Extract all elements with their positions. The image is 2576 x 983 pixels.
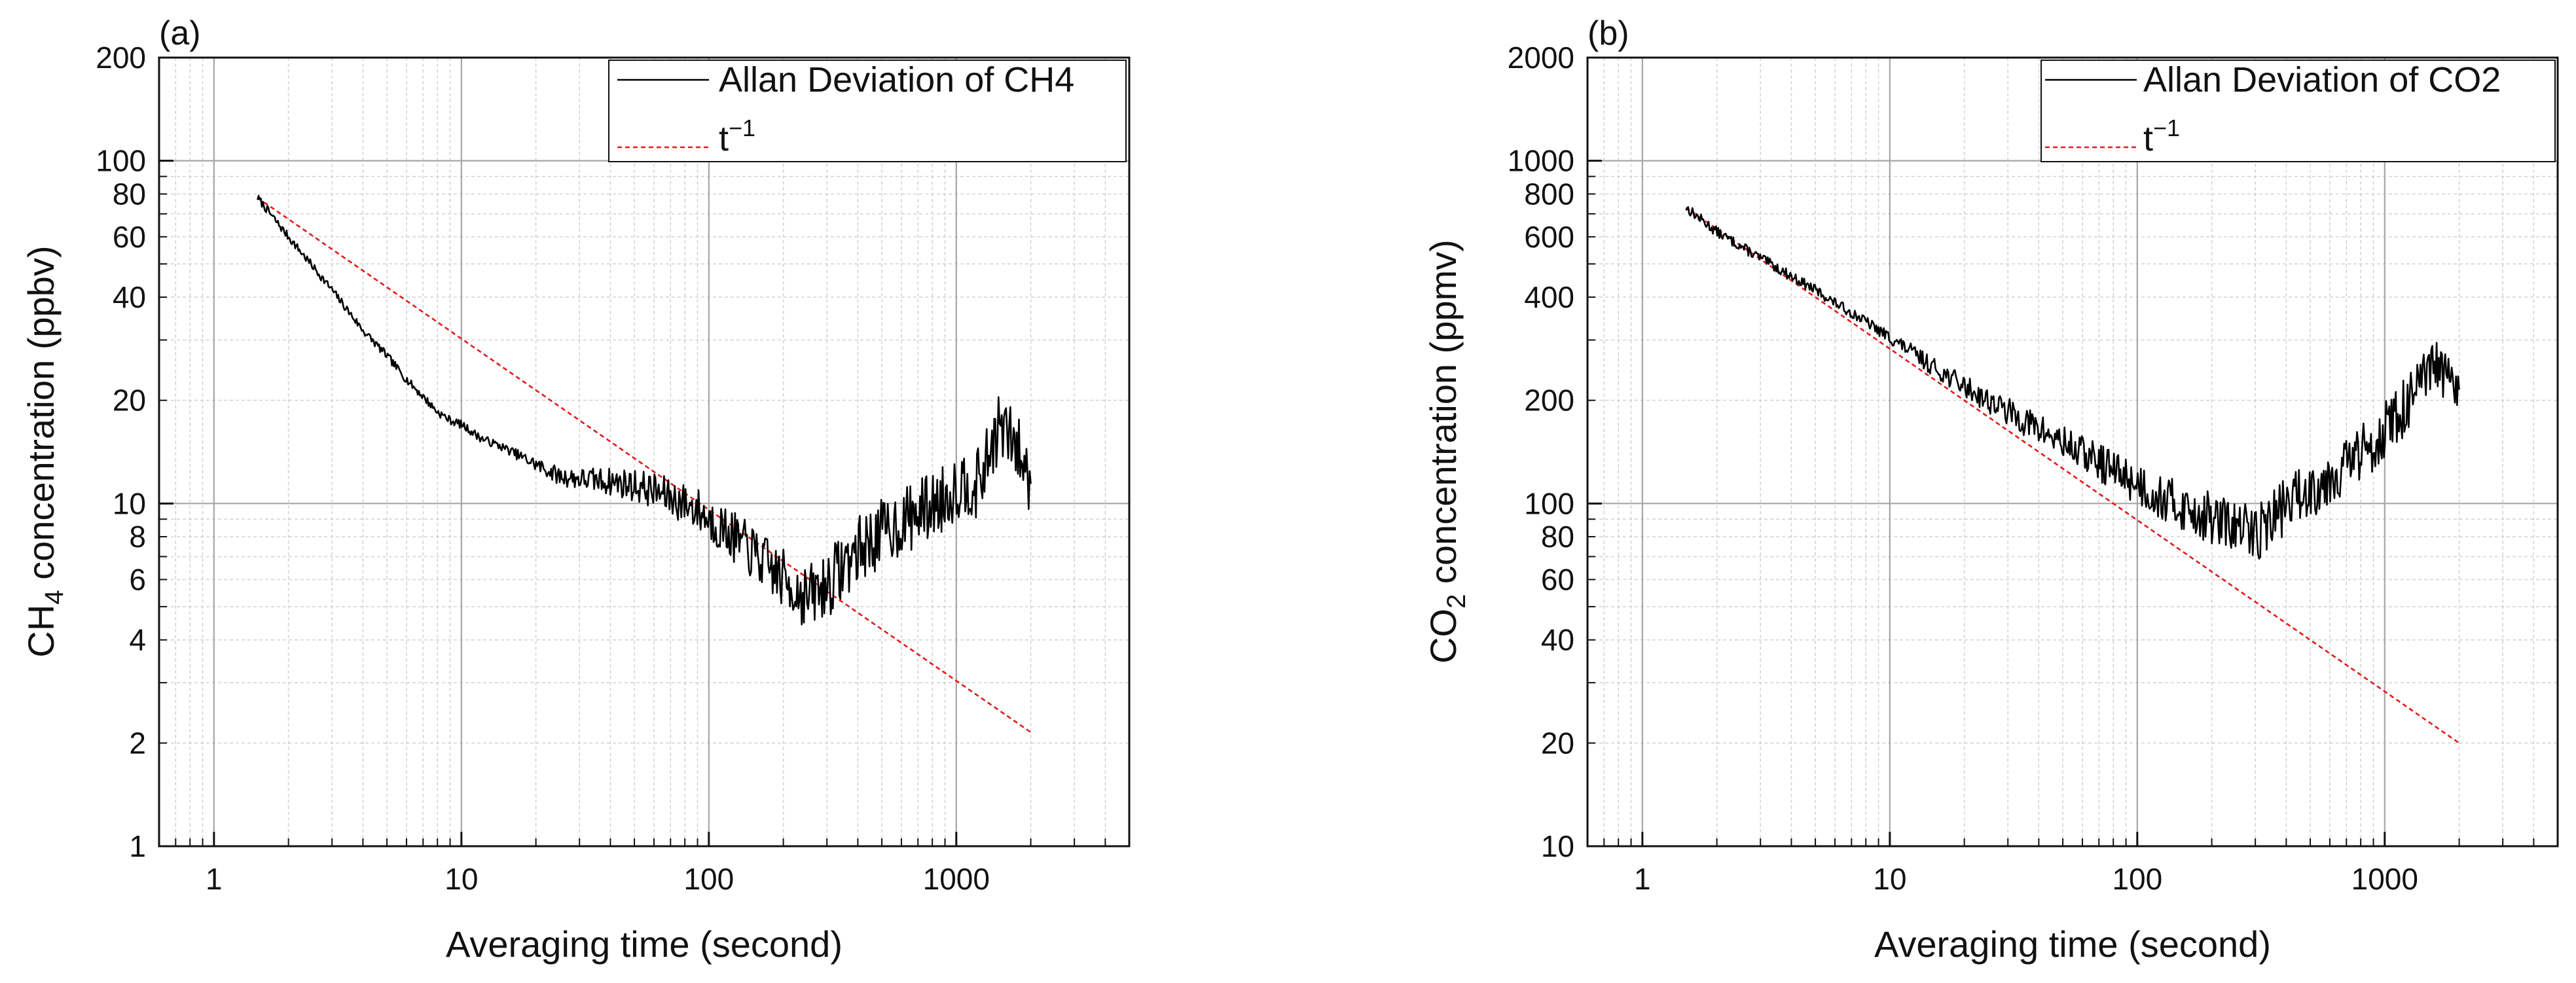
y-tick-label: 80 xyxy=(1541,520,1574,554)
y-tick-label: 10 xyxy=(113,486,146,520)
y-tick-label: 20 xyxy=(113,384,146,418)
y-tick-label: 800 xyxy=(1524,177,1574,211)
y-tick-label: 40 xyxy=(113,280,146,314)
chart-b-svg: 1 10 100 1000102040608010020040060080010002… xyxy=(1423,14,2559,965)
data-line xyxy=(1685,206,2460,560)
data-line xyxy=(257,194,1032,626)
allan-deviation-line xyxy=(1685,206,2460,560)
y-axis-title-rest: concentration (ppmv) xyxy=(1423,240,1464,594)
y-tick-label: 4 xyxy=(129,623,146,657)
legend-label-fit-exp: −1 xyxy=(729,115,755,141)
x-axis-title: Averaging time (second) xyxy=(446,923,843,965)
x-axis-title: Averaging time (second) xyxy=(1874,923,2271,965)
y-tick-label: 80 xyxy=(113,177,146,211)
x-tick-label: 100 xyxy=(683,862,734,896)
x-tick-label: 1000 xyxy=(923,862,990,896)
y-axis-title-sub: 4 xyxy=(40,590,69,604)
x-tick-label: 10 xyxy=(1873,862,1906,896)
y-tick-label: 200 xyxy=(96,41,146,75)
panel-label: (a) xyxy=(159,14,201,52)
y-tick-label: 10 xyxy=(1541,829,1574,863)
y-tick-label: 60 xyxy=(1541,562,1574,596)
y-tick-label: 2000 xyxy=(1508,41,1574,75)
y-tick-label: 40 xyxy=(1541,623,1574,657)
y-tick-label: 1 xyxy=(129,829,146,863)
chart-panel-b: 1 10 100 1000 10 20 40 60 80 100 200 400 600 800 1000 2… xyxy=(1288,0,2576,983)
y-axis-title: CO2 concentration (ppmv) xyxy=(1423,240,1471,664)
legend-box xyxy=(2041,60,2556,162)
allan-deviation-line xyxy=(257,194,1032,626)
legend-label-fit-exp: −1 xyxy=(2153,115,2180,141)
plot-frame xyxy=(158,56,1131,848)
x-tick-label: 1 xyxy=(206,862,223,896)
y-axis-title-main: CH xyxy=(20,605,62,658)
plot-frame xyxy=(1586,56,2559,848)
y-tick-label: 100 xyxy=(1524,486,1574,520)
y-tick-label: 6 xyxy=(129,562,146,596)
legend: Allan Deviation of CO2 t−1 xyxy=(2041,60,2556,162)
grid xyxy=(1587,58,2558,848)
y-tick-label: 200 xyxy=(1524,384,1574,418)
y-tick-label: 2 xyxy=(129,726,146,760)
y-tick-label: 1000 xyxy=(1508,144,1574,178)
legend-box xyxy=(608,60,1127,162)
legend-label-fit-base: t xyxy=(719,119,729,158)
chart-panel-a: 1 10 100 1000 1 2 4 6 8 10 20 40 60 80 100 200 (a) Alla… xyxy=(20,14,1131,965)
axis-ticks: 1 10 100 1000102040608010020040060080010002… xyxy=(1508,41,2535,896)
fit-line-t-inverse xyxy=(1685,207,2460,744)
legend-label-fit: t−1 xyxy=(2143,115,2180,158)
y-axis-title-rest: concentration (ppbv) xyxy=(20,245,62,590)
y-tick-label: 60 xyxy=(113,220,146,254)
fit-line-t-inverse xyxy=(257,197,1032,733)
x-tick-label: 1 xyxy=(1634,862,1651,896)
legend-label-ch4: Allan Deviation of CH4 xyxy=(719,60,1074,99)
x-tick-label: 100 xyxy=(2112,862,2162,896)
y-axis-title-sub: 2 xyxy=(1442,594,1471,609)
dashed-fit-line xyxy=(257,197,1032,733)
y-tick-label: 100 xyxy=(96,144,146,178)
y-tick-label: 600 xyxy=(1524,220,1574,254)
y-tick-label: 8 xyxy=(129,520,146,554)
legend-label-fit: t−1 xyxy=(719,115,755,158)
legend-label-fit-base: t xyxy=(2143,119,2153,158)
x-tick-label: 10 xyxy=(444,862,478,896)
legend: Allan Deviation of CH4 t−1 xyxy=(608,60,1127,162)
y-tick-label: 20 xyxy=(1541,726,1574,760)
grid xyxy=(158,58,1129,848)
legend-label-co2: Allan Deviation of CO2 xyxy=(2143,60,2501,99)
panel-label: (b) xyxy=(1587,14,1629,52)
x-tick-label: 1000 xyxy=(2351,862,2418,896)
y-axis-title: CH4 concentration (ppbv) xyxy=(20,245,69,657)
dashed-fit-line xyxy=(1685,207,2460,744)
y-axis-title-main: CO xyxy=(1423,609,1464,664)
y-tick-label: 400 xyxy=(1524,280,1574,314)
